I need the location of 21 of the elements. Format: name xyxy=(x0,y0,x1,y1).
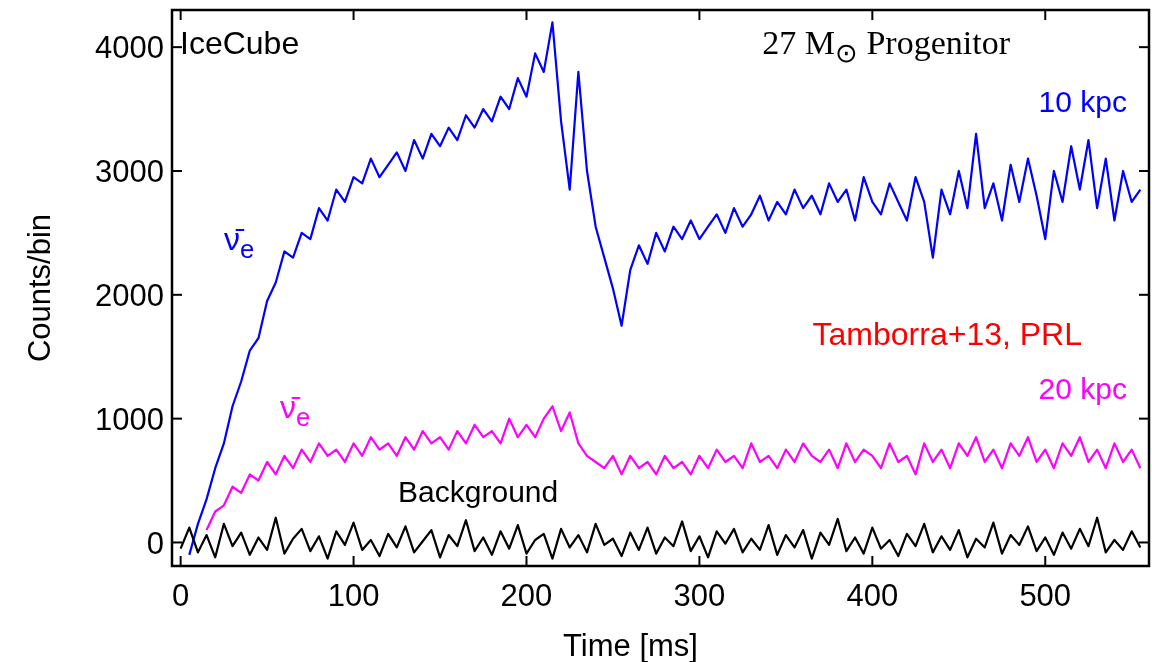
x-tick-label: 300 xyxy=(673,578,726,613)
annotation: ν̄$_{e}$ xyxy=(224,221,255,263)
annotation: 27 M$_{⊙}$ Progenitor xyxy=(762,24,1011,69)
y-tick-label: 1000 xyxy=(95,401,164,437)
series-label: 20 kpc xyxy=(1038,372,1127,406)
annotation: IceCube xyxy=(180,25,300,61)
series-label: Background xyxy=(398,474,559,508)
x-axis-title: Time [ms] xyxy=(563,628,698,662)
y-tick-label: 0 xyxy=(146,525,164,561)
y-tick-label: 4000 xyxy=(95,30,164,66)
y-tick-label: 3000 xyxy=(95,154,164,190)
x-tick-label: 500 xyxy=(1019,578,1072,613)
series-label: 10 kpc xyxy=(1038,84,1127,118)
x-tick-label: 400 xyxy=(846,578,899,613)
y-tick-label: 2000 xyxy=(95,277,164,313)
y-axis-title: Counts/bin xyxy=(22,213,57,363)
x-tick-label: 100 xyxy=(327,578,380,613)
x-tick-label: 200 xyxy=(500,578,553,613)
x-tick-label: 0 xyxy=(172,578,190,613)
annotation: ν̄$_{e}$ xyxy=(280,389,311,431)
annotation: Tamborra+13, PRL xyxy=(812,316,1082,352)
